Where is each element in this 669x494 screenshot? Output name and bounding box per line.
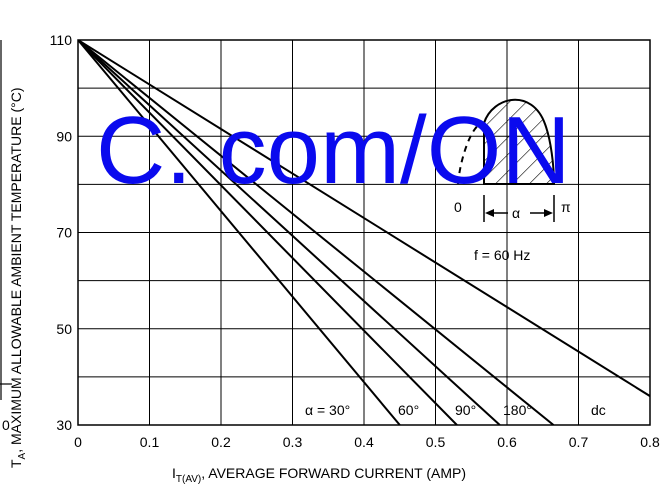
curve-label-180: 180° — [503, 402, 532, 418]
stray-left-label: 0 — [2, 417, 10, 433]
x-axis-title: IT(AV), AVERAGE FORWARD CURRENT (AMP) — [172, 465, 466, 485]
series-line-2 — [78, 40, 501, 425]
y-tick-label-2: 70 — [56, 225, 72, 241]
y-axis-title: TA, MAXIMUM ALLOWABLE AMBIENT TEMPERATUR… — [8, 88, 28, 469]
watermark-text: C. com/ON — [96, 97, 571, 204]
x-axis-title-rest: , AVERAGE FORWARD CURRENT (AMP) — [201, 465, 466, 481]
y-axis-title-rest: , MAXIMUM ALLOWABLE AMBIENT TEMPERATURE … — [8, 88, 24, 453]
y-axis-title-subscript: A — [17, 452, 28, 459]
inset-zero-label: 0 — [454, 199, 462, 215]
series-line-4 — [78, 40, 650, 397]
series-line-1 — [78, 40, 458, 425]
y-axis-title-main: T — [8, 459, 24, 468]
curve-label-30: α = 30° — [305, 402, 350, 418]
inset-frequency-label: f = 60 Hz — [474, 247, 530, 263]
x-tick-label-6: 0.6 — [497, 434, 517, 450]
x-tick-label-2: 0.2 — [211, 434, 231, 450]
x-tick-label-1: 0.1 — [140, 434, 160, 450]
series-line-0 — [78, 40, 401, 425]
inset-pi-label: π — [561, 199, 571, 215]
y-tick-label-4: 110 — [50, 32, 73, 48]
waveform-dashed — [457, 123, 481, 185]
x-axis-title-subscript: T(AV) — [176, 474, 201, 485]
series-lines — [78, 40, 650, 425]
y-tick-label-0: 30 — [56, 417, 72, 433]
x-tick-label-4: 0.4 — [354, 434, 374, 450]
x-tick-label-7: 0.7 — [569, 434, 589, 450]
y-tick-label-1: 50 — [56, 321, 72, 337]
plot-frame — [77, 39, 651, 426]
x-tick-labels: 0 0.1 0.2 0.3 0.4 0.5 0.6 0.7 0.8 — [74, 434, 660, 450]
x-tick-label-3: 0.3 — [283, 434, 303, 450]
y-tick-label-3: 90 — [56, 128, 72, 144]
waveform-inset: α 0 π f = 60 Hz — [454, 98, 571, 263]
x-tick-label-0: 0 — [74, 434, 82, 450]
grid — [78, 40, 650, 425]
curve-label-dc: dc — [591, 402, 606, 418]
inset-arrow-right-head — [544, 209, 553, 217]
x-tick-label-8: 0.8 — [640, 434, 660, 450]
inset-angle-label: α — [512, 205, 520, 221]
curve-label-60: 60° — [398, 402, 419, 418]
curve-label-90: 90° — [455, 402, 476, 418]
x-tick-label-5: 0.5 — [426, 434, 446, 450]
inset-arrow-left-head — [485, 209, 494, 217]
series-line-3 — [78, 40, 555, 425]
half-sine-hatched — [483, 98, 556, 185]
y-tick-labels: 30 50 70 90 110 — [50, 32, 73, 433]
x-axis-title-main: I — [172, 465, 176, 481]
